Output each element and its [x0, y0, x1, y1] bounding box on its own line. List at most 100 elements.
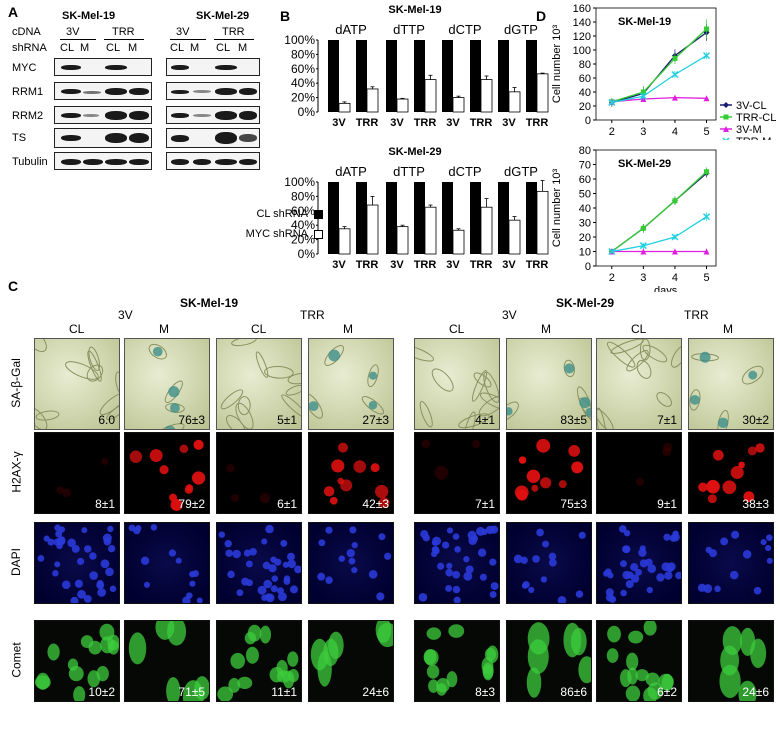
- legend-label: 3V-CL: [736, 100, 767, 112]
- micrograph-col-label: CL: [251, 322, 267, 336]
- data-point: [704, 169, 710, 175]
- x-tick-label: 5: [703, 272, 709, 284]
- nucleotide-bar-chart-sk-mel-19: SK-Mel-19 100%80%60%40%20%0% dATP 3V TRR dTTP…: [284, 4, 549, 129]
- nucleotide-label: dGTP: [504, 164, 538, 179]
- panel-letter-b: B: [280, 8, 291, 24]
- bar-myc-shrna: [452, 229, 465, 255]
- data-point: [640, 225, 646, 231]
- bar-cl-shrna: [356, 182, 367, 254]
- micrograph-comet: 6±2: [596, 620, 682, 702]
- bar-cl-shrna: [414, 40, 425, 112]
- micrograph-quantification: 6±2: [657, 685, 677, 699]
- data-point: [639, 92, 647, 100]
- micrograph-h2ax-gamma: 38±3: [688, 432, 774, 514]
- western-blot-ts: [166, 128, 260, 148]
- bar-cl-shrna: [386, 182, 397, 254]
- data-point: [640, 248, 647, 255]
- micrograph-group-label: 3V: [502, 308, 517, 322]
- micrograph-sa-beta-gal: 76±3: [124, 338, 210, 430]
- data-point: [608, 98, 616, 107]
- shrna-cl-label: CL: [106, 42, 121, 54]
- micrograph-group-label: TRR: [684, 308, 709, 322]
- cdna-3v-label: 3V: [66, 26, 80, 38]
- micrograph-quantification: 6.0: [98, 413, 115, 427]
- y-tick-label: 0: [585, 115, 591, 127]
- micrograph-sa-beta-gal: 27±3: [308, 338, 394, 430]
- bar-myc-shrna: [396, 226, 409, 255]
- x-axis-label: days: [654, 285, 678, 292]
- y-tick-label: 40%: [291, 218, 315, 232]
- micrograph-sa-beta-gal: 5±1: [216, 338, 302, 430]
- micrograph-quantification: 7±1: [657, 413, 677, 427]
- line-chart-title: SK-Mel-19: [618, 16, 671, 28]
- micrograph-comet: 10±2: [34, 620, 120, 702]
- x-category-label: TRR: [526, 259, 549, 271]
- micrograph-quantification: 27±3: [362, 413, 389, 427]
- micrograph-col-label: M: [541, 322, 551, 336]
- protein-label: TS: [12, 132, 27, 144]
- y-tick-label: 0: [585, 261, 591, 273]
- y-tick-label: 40: [579, 87, 591, 99]
- legend-label: 3V-M: [736, 124, 762, 136]
- micrograph-col-label: CL: [69, 322, 85, 336]
- cdna-underline: [104, 39, 144, 40]
- micrograph-row-label: Comet: [9, 642, 24, 678]
- y-tick-label: 40%: [291, 76, 315, 90]
- shrna-row-label: shRNA: [12, 42, 47, 54]
- panel-letter-a: A: [8, 4, 19, 20]
- bar-cl-shrna: [386, 40, 397, 112]
- micrograph-comet: 8±3: [414, 620, 500, 702]
- micrograph-quantification: 42±3: [362, 497, 389, 511]
- y-tick-label: 20%: [291, 91, 315, 105]
- legend-myc-shrna: MYC shRNA: [245, 228, 308, 240]
- data-point: [723, 114, 729, 120]
- bar-cl-shrna: [442, 40, 453, 112]
- bar-cl-shrna: [498, 40, 509, 112]
- y-tick-label: 60%: [291, 62, 315, 76]
- x-tick-label: 4: [672, 272, 678, 284]
- micrograph-quantification: 24±6: [742, 685, 769, 699]
- x-category-label: TRR: [470, 117, 493, 129]
- y-tick-label: 20: [579, 232, 591, 244]
- data-point: [703, 248, 710, 255]
- micrograph-dapi: [308, 522, 394, 604]
- bar-cl-shrna: [526, 182, 537, 254]
- y-tick-label: 160: [573, 3, 591, 15]
- x-category-label: TRR: [414, 117, 437, 129]
- nucleotide-label: dCTP: [448, 22, 481, 37]
- western-blot-myc: [166, 58, 260, 76]
- cdna-trr-label: TRR: [112, 26, 135, 38]
- bar-chart-title: SK-Mel-19: [388, 4, 441, 16]
- micrograph-row-label: SA-β-Gal: [8, 358, 23, 408]
- micrograph-quantification: 86±6: [560, 685, 587, 699]
- nucleotide-label: dATP: [335, 164, 367, 179]
- micrograph-dapi: [596, 522, 682, 604]
- y-tick-label: 20: [579, 101, 591, 113]
- protein-label: RRM2: [12, 110, 44, 122]
- legend-label: TRR-CL: [736, 112, 776, 124]
- micrograph-h2ax-gamma: 7±1: [414, 432, 500, 514]
- protein-label: RRM1: [12, 86, 44, 98]
- data-point: [672, 198, 678, 204]
- data-point: [640, 89, 646, 95]
- micrograph-quantification: 9±1: [657, 497, 677, 511]
- legend-cl-shrna: CL shRNA: [256, 208, 308, 220]
- micrograph-h2ax-gamma: 79±2: [124, 432, 210, 514]
- nucleotide-label: dCTP: [448, 164, 481, 179]
- bar-cl-shrna: [526, 40, 537, 112]
- x-category-label: 3V: [446, 117, 460, 129]
- western-blot-ts: [54, 128, 152, 148]
- bar-myc-shrna: [424, 206, 437, 255]
- micrograph-h2ax-gamma: 9±1: [596, 432, 682, 514]
- micrograph-h2ax-gamma: 8±1: [34, 432, 120, 514]
- micrograph-dapi: [124, 522, 210, 604]
- micrograph-quantification: 8±3: [475, 685, 495, 699]
- data-point: [703, 95, 710, 102]
- nucleotide-label: dATP: [335, 22, 367, 37]
- micrograph-quantification: 4±1: [475, 413, 495, 427]
- bar-cl-shrna: [442, 182, 453, 254]
- y-tick-label: 60%: [291, 204, 315, 218]
- x-category-label: 3V: [332, 117, 346, 129]
- x-category-label: 3V: [332, 259, 346, 271]
- western-blot-rrm2: [54, 106, 152, 124]
